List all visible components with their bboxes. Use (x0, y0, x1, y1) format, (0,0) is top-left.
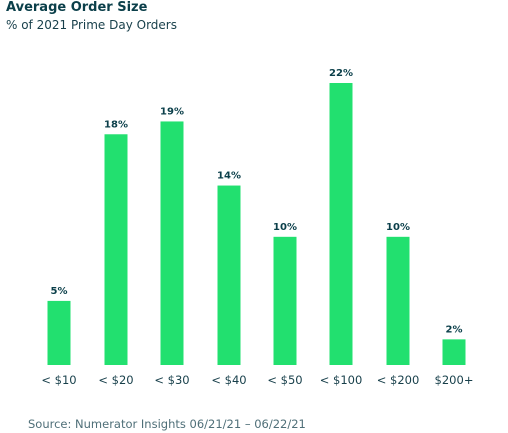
bar-8 (442, 339, 466, 365)
bar-value-label: 14% (217, 171, 241, 182)
bar-6 (329, 83, 353, 365)
bar-value-label: 2% (446, 324, 463, 335)
x-tick-label: < $40 (211, 373, 246, 387)
bar-2 (104, 134, 128, 365)
bar-1 (47, 300, 71, 365)
bar-value-label: 22% (329, 68, 353, 79)
bar-value-label: 18% (104, 119, 128, 130)
bar-4 (217, 185, 241, 365)
x-tick-label: < $100 (320, 373, 363, 387)
x-tick-label: < $200 (377, 373, 420, 387)
bar-value-label: 5% (51, 286, 68, 297)
bar-3 (160, 121, 184, 365)
source-note: Source: Numerator Insights 06/21/21 – 06… (28, 417, 306, 431)
x-tick-label: < $30 (154, 373, 189, 387)
bar-5 (273, 236, 297, 365)
x-tick-label: $200+ (435, 373, 474, 387)
bar-7 (386, 236, 410, 365)
bar-value-label: 10% (386, 222, 410, 233)
x-tick-label: < $20 (98, 373, 133, 387)
chart-title: Average Order Size (6, 0, 148, 15)
bar-value-label: 19% (160, 106, 184, 117)
x-tick-label: < $50 (267, 373, 302, 387)
chart-subtitle: % of 2021 Prime Day Orders (6, 18, 177, 32)
x-tick-label: < $10 (41, 373, 76, 387)
bar-value-label: 10% (273, 222, 297, 233)
